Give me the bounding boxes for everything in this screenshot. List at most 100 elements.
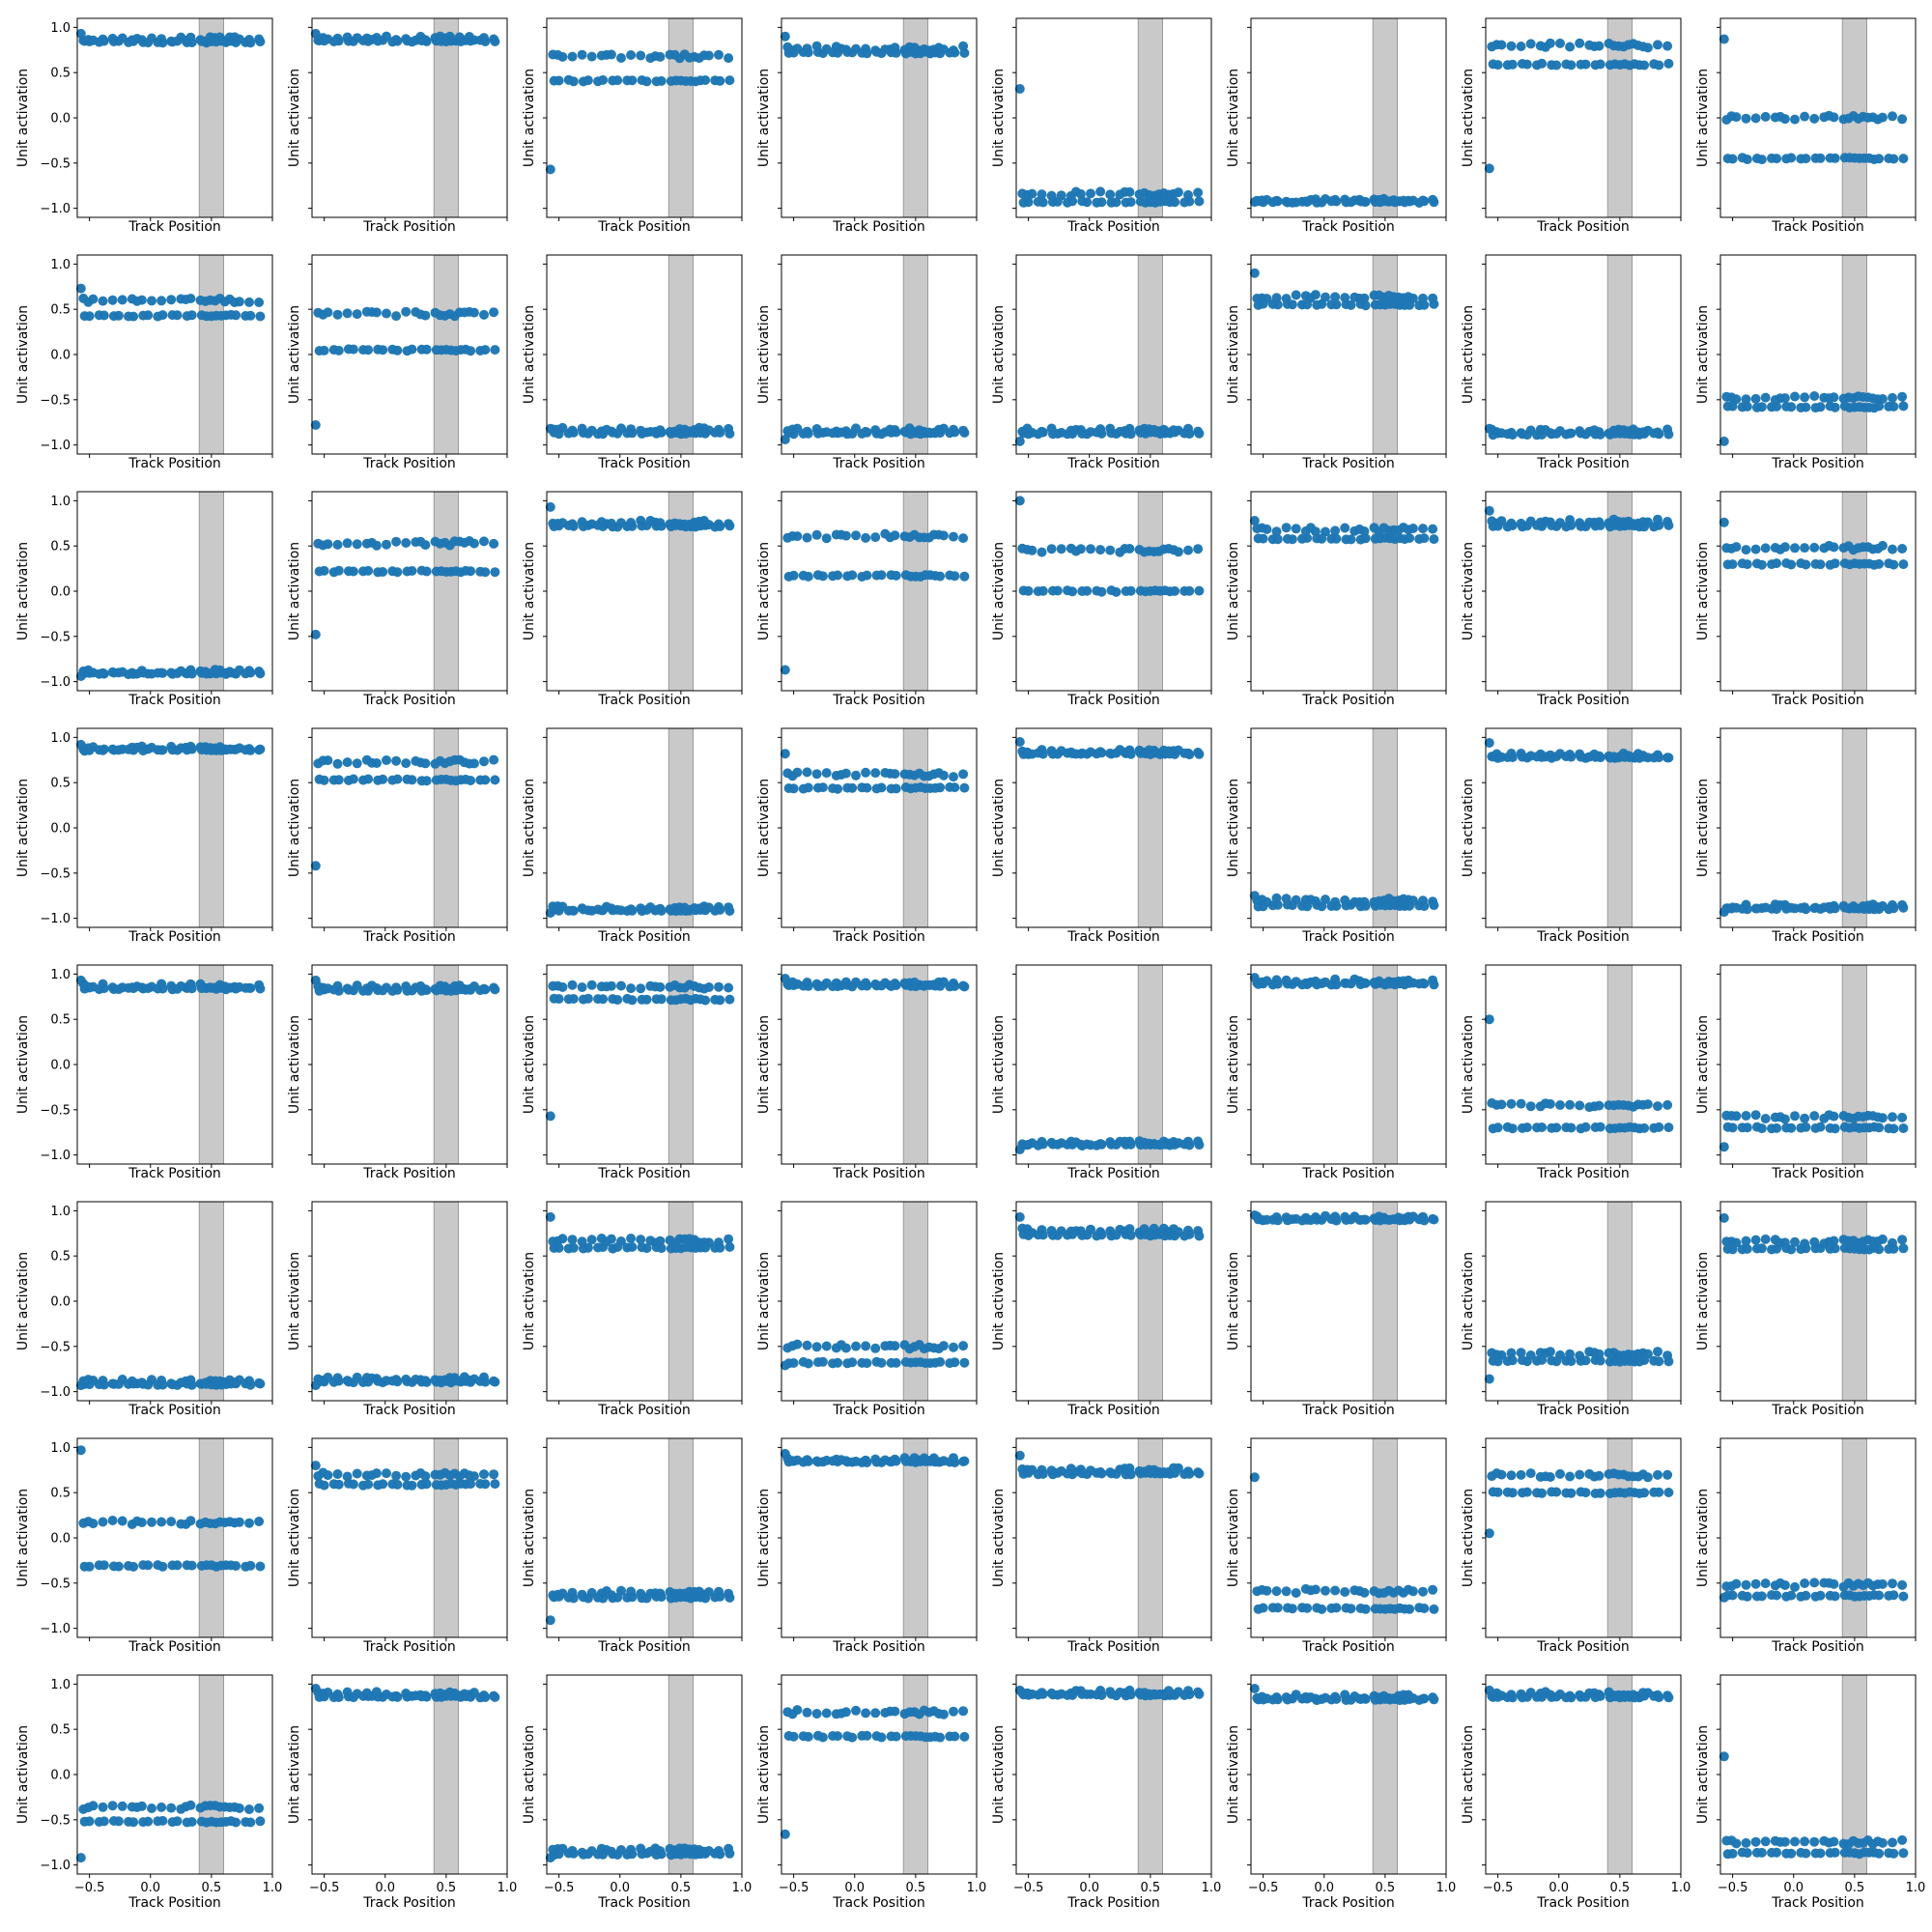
- data-point: [545, 501, 555, 512]
- data-point: [1484, 1528, 1494, 1539]
- data-point: [1889, 154, 1899, 164]
- subplot-r1-c3: Track Position Unit activation: [522, 17, 743, 235]
- data-point: [577, 982, 587, 992]
- data-point: [1331, 1603, 1342, 1613]
- data-point: [1405, 533, 1415, 543]
- data-point: [821, 1708, 832, 1719]
- data-point: [803, 1731, 813, 1742]
- subplot-r2-c3: Track Position Unit activation: [522, 254, 743, 471]
- data-point: [382, 539, 391, 550]
- y-axis-label: Unit activation: [756, 69, 772, 167]
- data-point: [323, 539, 333, 550]
- shaded-band: [668, 254, 694, 455]
- data-point: [310, 420, 321, 430]
- data-point: [363, 345, 374, 355]
- data-point: [802, 532, 812, 543]
- data-point: [1580, 59, 1591, 70]
- data-point: [1801, 1122, 1811, 1132]
- x-axis-label: Track Position: [362, 1895, 456, 1911]
- data-point: [1897, 114, 1908, 125]
- data-point: [245, 310, 256, 321]
- x-tick-label: 1.0: [497, 1881, 518, 1895]
- data-point: [1492, 60, 1503, 71]
- data-point: [703, 50, 714, 61]
- data-point: [803, 47, 813, 58]
- data-point: [378, 567, 388, 577]
- data-point: [840, 530, 851, 541]
- data-point: [1830, 1243, 1840, 1254]
- shaded-band: [902, 491, 928, 692]
- data-point: [128, 1817, 139, 1828]
- x-axis-label: Track Position: [832, 1895, 925, 1911]
- data-point: [568, 76, 579, 87]
- axes-frame: [1250, 17, 1447, 218]
- data-point: [788, 1358, 799, 1368]
- data-point: [1874, 558, 1885, 569]
- y-tick-label: 1.0: [50, 1678, 71, 1692]
- data-point: [862, 570, 872, 581]
- data-point: [186, 1560, 197, 1571]
- shaded-band: [1137, 727, 1163, 928]
- x-tick-label: 1.0: [263, 1881, 283, 1895]
- y-axis-label: Unit activation: [1695, 1015, 1711, 1114]
- subplot-r4-c3: Track Position Unit activation: [522, 727, 743, 945]
- x-tick-label: 1.0: [1906, 1881, 1926, 1895]
- axes-frame: [76, 17, 273, 218]
- data-point: [319, 775, 329, 785]
- axes-frame: [311, 491, 508, 692]
- data-point: [656, 1849, 667, 1860]
- data-point: [1321, 1585, 1330, 1596]
- data-point: [1595, 1355, 1605, 1366]
- data-point: [935, 782, 946, 793]
- data-point: [1595, 1690, 1605, 1701]
- x-tick-label: −0.5: [1013, 1881, 1044, 1895]
- x-axis-label: Track Position: [1771, 693, 1864, 708]
- data-point: [938, 770, 949, 781]
- data-point: [1507, 430, 1518, 440]
- data-point: [1184, 429, 1195, 440]
- data-point: [811, 1709, 822, 1719]
- data-point: [157, 38, 168, 48]
- data-point: [166, 1517, 177, 1527]
- data-point: [490, 984, 500, 995]
- x-tick-label: 0.5: [671, 1881, 692, 1895]
- subplot-r5-c6: Track Position Unit activation: [1226, 964, 1447, 1181]
- data-point: [715, 904, 725, 915]
- shaded-band: [1137, 17, 1163, 218]
- x-axis-label: Track Position: [1066, 1639, 1160, 1655]
- data-point: [1889, 401, 1899, 412]
- data-point: [1830, 153, 1840, 163]
- data-point: [1653, 1469, 1662, 1480]
- shaded-band: [198, 17, 224, 218]
- data-point: [392, 36, 403, 46]
- axes-frame: [546, 254, 743, 455]
- data-point: [557, 981, 568, 992]
- y-axis-label: Unit activation: [15, 1252, 31, 1350]
- data-point: [1662, 41, 1673, 51]
- data-point: [606, 980, 616, 991]
- data-point: [99, 1379, 109, 1390]
- axes-frame: [1485, 1201, 1682, 1402]
- data-point: [1877, 394, 1888, 404]
- data-point: [1772, 1847, 1782, 1858]
- data-point: [1551, 60, 1562, 71]
- data-point: [715, 75, 725, 86]
- data-point: [1506, 1098, 1517, 1109]
- y-axis-label: Unit activation: [756, 305, 772, 404]
- data-point: [724, 1241, 735, 1252]
- data-point: [186, 668, 197, 679]
- y-axis-label: Unit activation: [991, 1015, 1007, 1114]
- data-point: [480, 1377, 491, 1387]
- data-point: [586, 51, 597, 62]
- data-point: [1790, 1581, 1800, 1592]
- data-point: [1800, 543, 1810, 554]
- data-point: [480, 345, 491, 355]
- data-point: [1291, 290, 1301, 300]
- data-point: [1484, 738, 1494, 748]
- data-point: [1429, 534, 1439, 545]
- x-axis-label: Track Position: [597, 693, 691, 708]
- y-tick-label: 1.0: [50, 1205, 71, 1219]
- data-point: [724, 982, 734, 993]
- data-point: [1741, 1837, 1751, 1848]
- data-point: [1877, 1113, 1888, 1123]
